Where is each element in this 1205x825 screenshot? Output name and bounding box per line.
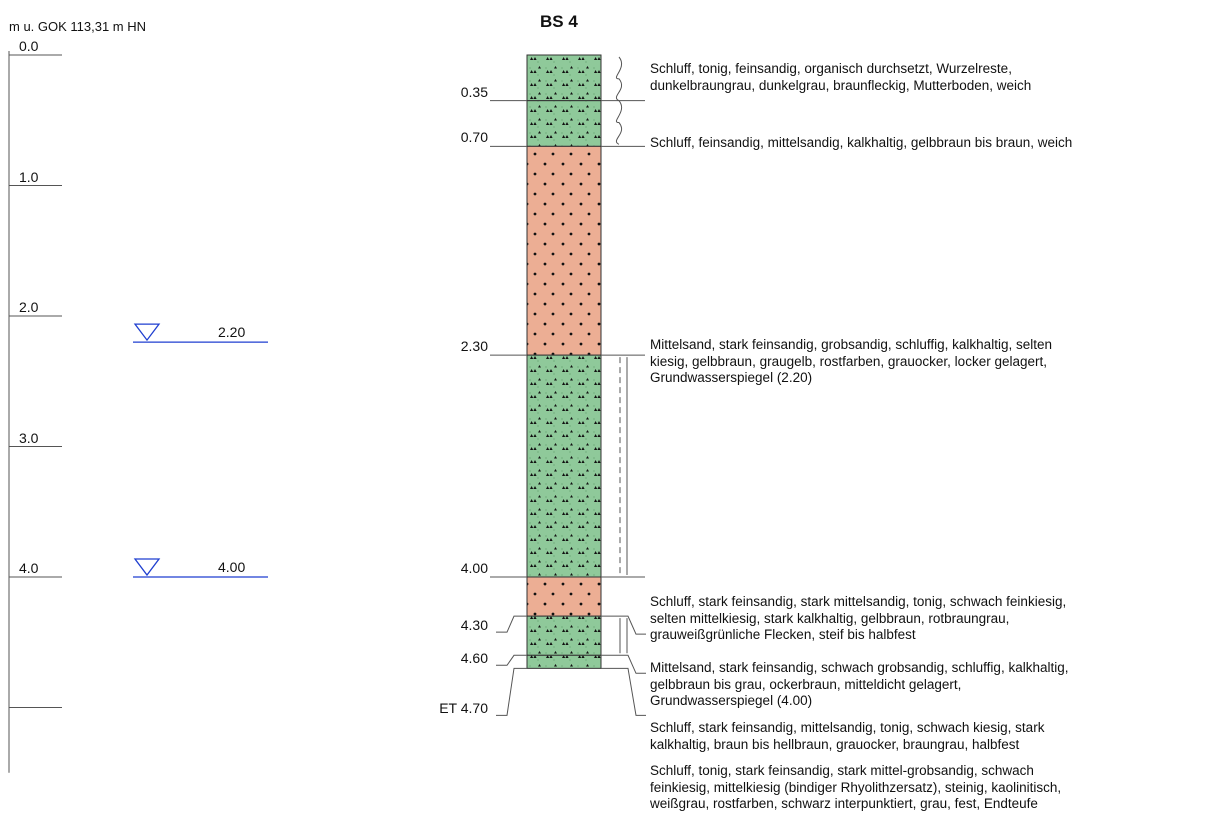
description-line: Grundwasserspiegel (4.00): [650, 693, 813, 708]
depth-leader: [496, 615, 527, 633]
scale-axis: [8, 51, 62, 773]
description-line: kiesig, gelbbraun, graugelb, rostfarben,…: [650, 353, 1047, 369]
depth-leader: [496, 654, 527, 666]
sand-layer: [526, 145, 602, 356]
description-line: Schluff, tonig, feinsandig, organisch du…: [650, 61, 1012, 76]
description-leader: [601, 615, 646, 635]
description-line: gelbbraun bis grau, ockerbraun, mitteldi…: [650, 676, 962, 692]
description-line: Schluff, stark feinsandig, mittelsandig,…: [650, 720, 1045, 735]
soil-column: [526, 54, 602, 669]
layer-description: Schluff, tonig, feinsandig, organisch du…: [650, 61, 1031, 94]
groundwater-triangle-icon: [133, 558, 161, 577]
consistency-marks: [615, 56, 628, 654]
layer-description: Schluff, feinsandig, mittelsandig, kalkh…: [650, 135, 1072, 152]
description-line: weißgrau, rostfarben, schwarz interpunkt…: [650, 796, 1038, 811]
layer-depth-label: 0.70: [460, 129, 488, 146]
silt-layer: [526, 54, 602, 102]
description-line: Mittelsand, stark feinsandig, schwach gr…: [650, 660, 1069, 675]
groundwater-depth-label: 4.00: [218, 559, 246, 575]
description-line: selten mittelkiesig, stark kalkhaltig, g…: [650, 610, 1010, 626]
silt-layer: [526, 100, 602, 147]
scale-tick-label: 1.0: [19, 168, 39, 185]
layer-description: Mittelsand, stark feinsandig, grobsandig…: [650, 337, 1052, 387]
silt-layer: [526, 654, 602, 669]
layer-description: Schluff, tonig, stark feinsandig, stark …: [650, 763, 1061, 813]
scale-tick-label: 0.0: [19, 38, 39, 54]
description-leader: [601, 667, 646, 716]
scale-tick-label: 3.0: [19, 429, 39, 446]
scale-tick-label: 4.0: [19, 560, 39, 576]
scale-tick-label: 2.0: [19, 299, 39, 315]
layer-depth-label: 2.30: [460, 338, 488, 355]
consistency-wavy-mark: [615, 56, 623, 102]
description-line: kalkhaltig, braun bis hellbraun, grauock…: [650, 736, 1020, 752]
groundwater-markers: [133, 323, 268, 578]
description-line: Grundwasserspiegel (2.20): [650, 370, 813, 385]
groundwater-triangle-icon: [133, 323, 161, 342]
silt-layer: [526, 354, 602, 578]
groundwater-depth-label: 2.20: [218, 324, 246, 341]
layer-depth-label: 4.60: [460, 650, 488, 667]
description-line: Schluff, feinsandig, mittelsandig, kalkh…: [650, 135, 1073, 150]
depth-leader: [496, 667, 527, 716]
layer-depth-label: ET 4.70: [439, 700, 488, 717]
description-line: dunkelbraungrau, dunkelgrau, braunflecki…: [650, 77, 1032, 93]
layer-description: Schluff, stark feinsandig, mittelsandig,…: [650, 720, 1044, 753]
consistency-wavy-mark: [615, 100, 623, 145]
layer-depth-label: 4.30: [460, 617, 488, 634]
layer-depth-label: 4.00: [460, 560, 488, 576]
layer-description: Mittelsand, stark feinsandig, schwach gr…: [650, 660, 1068, 710]
layer-depth-label: 0.35: [460, 83, 488, 100]
borehole-title: BS 4: [540, 12, 578, 31]
silt-layer: [526, 615, 602, 656]
description-leader: [601, 654, 646, 674]
reference-elevation: m u. GOK 113,31 m HN: [9, 19, 147, 34]
sand-layer: [526, 576, 602, 617]
description-line: Schluff, tonig, stark feinsandig, stark …: [650, 763, 1034, 778]
description-line: grauweißgrünliche Flecken, steif bis hal…: [650, 627, 916, 642]
leader-lines: [490, 100, 646, 716]
layer-description: Schluff, stark feinsandig, stark mittels…: [650, 594, 1066, 644]
description-line: Schluff, stark feinsandig, stark mittels…: [650, 594, 1067, 609]
description-line: Mittelsand, stark feinsandig, grobsandig…: [650, 337, 1052, 352]
description-line: feinkiesig, mittelkiesig (bindiger Rhyol…: [650, 779, 1062, 795]
